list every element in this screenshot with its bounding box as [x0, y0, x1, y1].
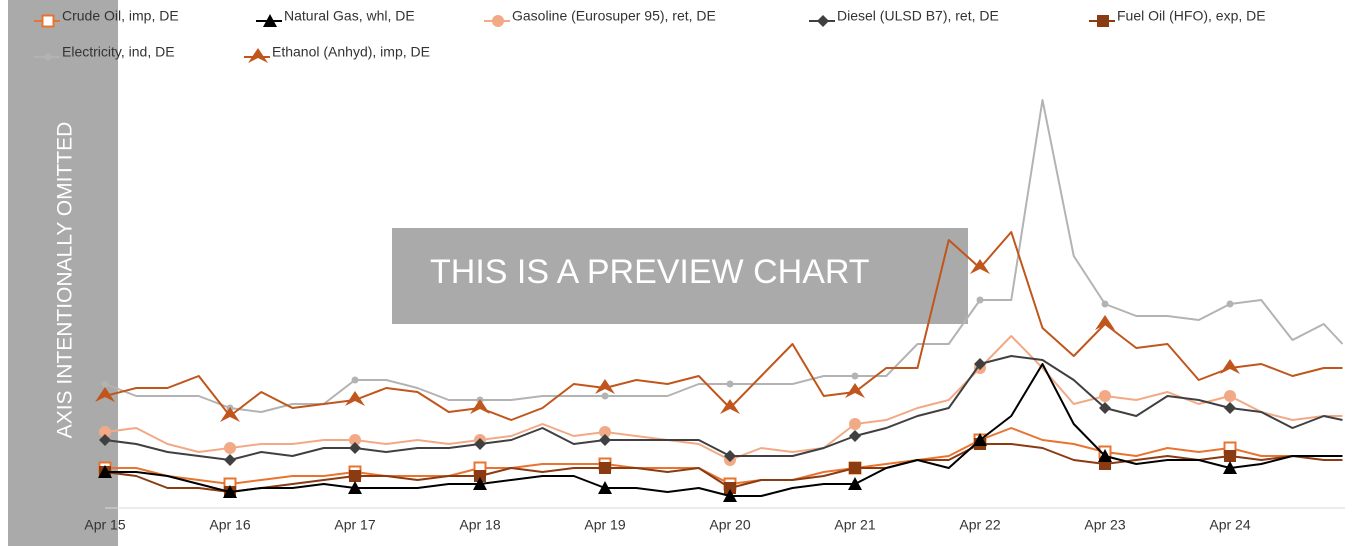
series-marker — [1099, 402, 1111, 414]
legend-marker — [44, 53, 52, 61]
x-tick-label: Apr 15 — [84, 517, 125, 533]
series-marker — [349, 434, 361, 446]
x-tick-label: Apr 21 — [834, 517, 875, 533]
series-marker — [849, 462, 861, 474]
legend-label: Fuel Oil (HFO), exp, DE — [1117, 8, 1266, 24]
series-marker — [473, 477, 487, 490]
x-tick-label: Apr 23 — [1084, 517, 1125, 533]
series-marker — [1099, 390, 1111, 402]
series-marker — [720, 399, 740, 414]
series-marker — [1224, 390, 1236, 402]
legend-marker — [248, 48, 268, 63]
legend-label: Crude Oil, imp, DE — [62, 8, 179, 24]
x-tick-label: Apr 16 — [209, 517, 250, 533]
series-marker — [1224, 402, 1236, 414]
series-marker — [598, 481, 612, 494]
series-marker — [970, 259, 990, 274]
legend-label: Natural Gas, whl, DE — [284, 8, 415, 24]
legend-label: Diesel (ULSD B7), ret, DE — [837, 8, 999, 24]
preview-label: THIS IS A PREVIEW CHART — [430, 253, 870, 291]
legend-marker — [817, 15, 829, 27]
series-marker — [98, 465, 112, 478]
legend-marker — [41, 14, 55, 28]
series-marker — [1098, 449, 1112, 462]
preview-box — [392, 228, 968, 324]
series-marker — [349, 442, 361, 454]
series-marker — [348, 481, 362, 494]
series-marker — [974, 358, 986, 370]
x-tick-label: Apr 20 — [709, 517, 750, 533]
series-marker — [220, 407, 240, 422]
series-marker — [99, 434, 111, 446]
legend-marker — [263, 14, 277, 27]
series-marker — [1223, 461, 1237, 474]
x-tick-label: Apr 17 — [334, 517, 375, 533]
legend-marker — [1097, 15, 1109, 27]
series-marker — [349, 470, 361, 482]
series-marker — [474, 438, 486, 450]
series-line — [104, 335, 1343, 461]
series-marker — [601, 392, 609, 400]
series-marker — [599, 434, 611, 446]
series-marker — [99, 426, 111, 438]
legend-label: Ethanol (Anhyd), imp, DE — [272, 44, 430, 60]
series-marker — [851, 372, 859, 380]
series-marker — [351, 376, 359, 384]
series-marker — [848, 477, 862, 490]
series-marker — [345, 391, 365, 406]
series-marker — [724, 482, 736, 494]
axis-placeholder — [8, 0, 118, 546]
series-marker — [223, 485, 237, 498]
series-marker — [1224, 450, 1236, 462]
series-marker — [470, 399, 490, 414]
x-tick-label: Apr 24 — [1209, 517, 1250, 533]
series-marker — [726, 380, 734, 388]
x-tick-label: Apr 22 — [959, 517, 1000, 533]
legend-marker — [492, 15, 504, 27]
series-marker — [95, 387, 115, 402]
series-marker — [849, 430, 861, 442]
series-marker — [1095, 315, 1115, 330]
series-marker — [1226, 300, 1234, 308]
series-marker — [1220, 359, 1240, 374]
legend-label: Gasoline (Eurosuper 95), ret, DE — [512, 8, 716, 24]
series-marker — [224, 442, 236, 454]
series-marker — [724, 450, 736, 462]
series-marker — [973, 433, 987, 446]
series-marker — [723, 489, 737, 502]
x-tick-label: Apr 18 — [459, 517, 500, 533]
x-tick-label: Apr 19 — [584, 517, 625, 533]
series-marker — [845, 383, 865, 398]
series-marker — [599, 462, 611, 474]
series-marker — [595, 379, 615, 394]
series-marker — [224, 454, 236, 466]
series-marker — [599, 426, 611, 438]
series-marker — [474, 470, 486, 482]
series-marker — [849, 418, 861, 430]
series-marker — [1101, 300, 1109, 308]
axis-note: AXIS INTENTIONALLY OMITTED — [54, 122, 77, 439]
legend-label: Electricity, ind, DE — [62, 44, 175, 60]
series-marker — [101, 380, 109, 388]
series-marker — [976, 296, 984, 304]
